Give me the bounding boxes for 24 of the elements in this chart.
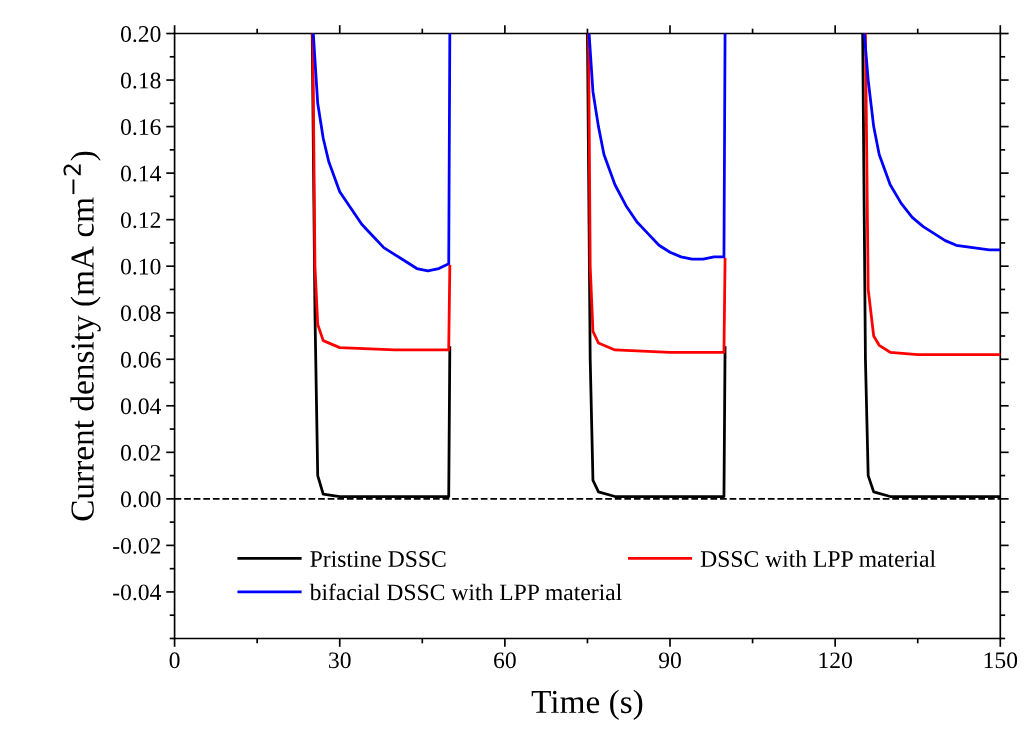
y-tick-label: 0.16 (120, 119, 161, 136)
y-tick-label: 0.12 (120, 212, 161, 229)
x-tick-label: 120 (819, 652, 852, 669)
y-tick-label: 0.14 (120, 165, 162, 182)
y-tick-label: 0.08 (120, 305, 161, 322)
y-axis-title: Current density (mA cm$^{−2}$) (63, 151, 101, 521)
x-tick-label: 0 (169, 652, 180, 669)
y-tick-label: 0.02 (120, 444, 161, 461)
y-tick-label: 0.00 (120, 491, 161, 508)
legend-label: bifacial DSSC with LPP material (309, 583, 622, 601)
legend-label: DSSC with LPP material (700, 550, 936, 567)
x-tick-label: 60 (494, 652, 516, 669)
y-tick-label: 0.04 (120, 398, 162, 415)
y-tick-label: -0.04 (113, 584, 162, 601)
x-tick-label: 90 (658, 652, 681, 669)
x-tick-label: 150 (984, 652, 1018, 669)
y-tick-label: 0.10 (120, 258, 161, 275)
legend-label: Pristine DSSC (310, 551, 446, 567)
y-tick-label: 0.18 (120, 72, 161, 89)
y-tick-label: -0.02 (113, 537, 161, 554)
x-axis-title: Time (s) (531, 689, 643, 720)
y-tick-label: 0.06 (120, 351, 161, 368)
x-tick-label: 30 (329, 652, 351, 669)
y-tick-label: 0.20 (120, 26, 161, 43)
